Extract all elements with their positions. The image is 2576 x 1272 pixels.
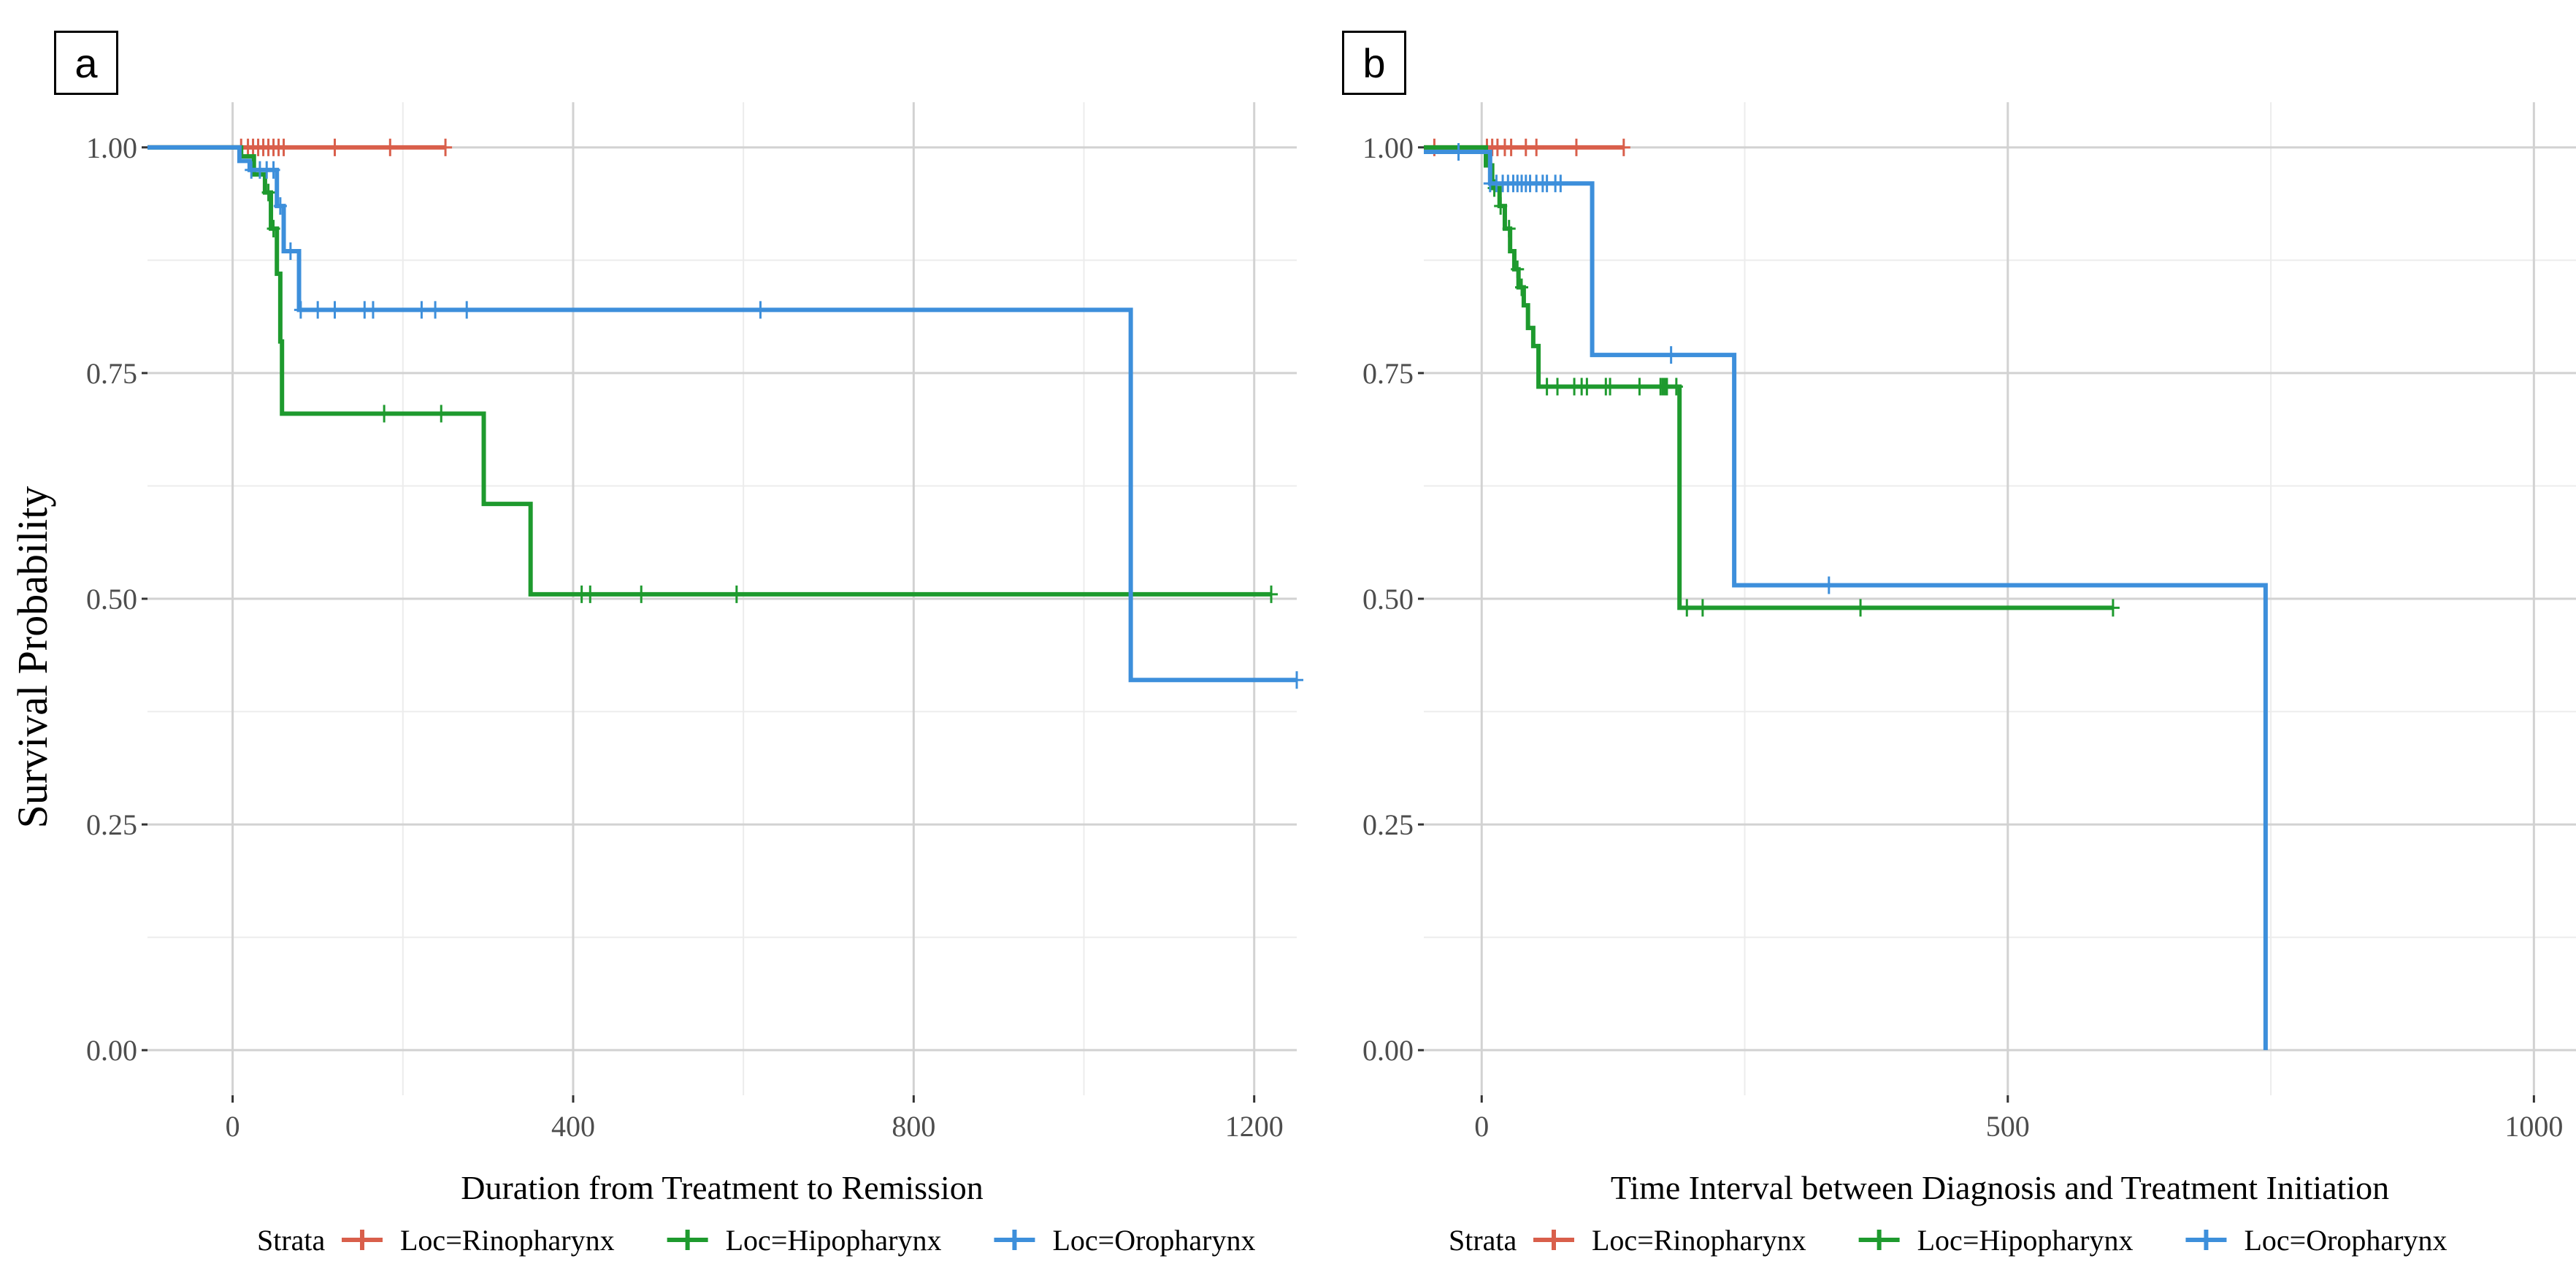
legend-key	[994, 1230, 1035, 1250]
censor-mark	[1664, 346, 1678, 364]
y-tick-label: 1.00	[86, 131, 137, 164]
legend-item-label: Loc=Hipopharynx	[726, 1224, 942, 1257]
censor-mark	[1511, 260, 1525, 278]
y-tick-label: 0.25	[86, 808, 137, 841]
x-tick-label: 0	[1474, 1110, 1489, 1143]
censor-mark	[635, 585, 648, 603]
survival-curve	[147, 145, 1272, 597]
censor-mark	[2106, 599, 2120, 617]
legend-item-label: Loc=Hipopharynx	[1917, 1224, 2134, 1257]
survival-curve	[1424, 150, 2268, 1051]
censor-mark	[377, 405, 391, 423]
censor-mark	[328, 301, 342, 319]
panel-label-a: a	[54, 31, 118, 95]
censor-mark	[1554, 175, 1568, 193]
censor-mark	[1515, 278, 1529, 296]
panel-label-b: b	[1342, 31, 1406, 95]
y-tick-label: 0.75	[1362, 357, 1414, 390]
major-grid: 0 400 800 1200 0.00 0.25 0.50 0.75 1.00	[86, 102, 1297, 1143]
panel-a-chart: 0 400 800 1200 0.00 0.25 0.50 0.75 1.00 Duration …	[86, 102, 1303, 1257]
y-tick-label: 0.00	[1362, 1034, 1414, 1067]
censor-mark	[1680, 599, 1694, 617]
censor-mark	[429, 301, 442, 319]
censor-mark	[415, 301, 429, 319]
censor-mark	[1617, 138, 1630, 156]
censor-mark	[1695, 599, 1709, 617]
legend-title: Strata	[1449, 1224, 1517, 1257]
legend-key	[1533, 1230, 1574, 1250]
series-oropharynx	[147, 145, 1303, 689]
censor-mark	[1551, 378, 1565, 396]
censor-mark	[1633, 378, 1647, 396]
censor-mark	[1822, 576, 1836, 594]
x-tick-label: 1000	[2504, 1110, 2563, 1143]
y-tick-label: 1.00	[1362, 131, 1414, 164]
censor-mark	[460, 301, 474, 319]
legend-key	[342, 1230, 383, 1250]
y-tick-label: 0.50	[86, 583, 137, 616]
legend-title: Strata	[257, 1224, 326, 1257]
censor-mark	[1265, 585, 1279, 603]
censor-mark	[1603, 378, 1617, 396]
censor-mark	[328, 138, 342, 156]
censor-mark	[1502, 220, 1516, 238]
legend-item-label: Loc=Rinopharynx	[400, 1224, 615, 1257]
y-tick-label: 0.50	[1362, 583, 1414, 616]
censor-mark	[267, 161, 280, 179]
censor-mark	[1530, 138, 1544, 156]
x-tick-label: 400	[551, 1110, 595, 1143]
x-axis-title: Duration from Treatment to Remission	[461, 1169, 984, 1206]
censor-mark	[439, 138, 453, 156]
legend-item-label: Loc=Rinopharynx	[1592, 1224, 1806, 1257]
censor-mark	[1452, 143, 1465, 161]
legend-item-label: Loc=Oropharynx	[2244, 1224, 2447, 1257]
censor-mark	[366, 301, 380, 319]
y-tick-label: 0.25	[1362, 808, 1414, 841]
censor-mark	[311, 301, 325, 319]
censor-mark	[1669, 378, 1683, 396]
censor-mark	[267, 220, 280, 238]
censor-mark	[1494, 197, 1508, 215]
legend-item-label: Loc=Oropharynx	[1052, 1224, 1255, 1257]
panel-b-chart: 0 500 1000 0.00 0.25 0.50 0.75 1.00 Time Interva…	[1362, 102, 2576, 1257]
legend: Strata Loc=Rinopharynx Loc=Hipopharynx Loc=…	[257, 1224, 1255, 1257]
censor-mark	[1290, 671, 1303, 689]
censor-mark	[261, 183, 275, 202]
censor-mark	[1569, 138, 1583, 156]
y-tick-label: 0.00	[86, 1034, 137, 1067]
legend-key	[1858, 1230, 1900, 1250]
x-tick-label: 1200	[1225, 1110, 1284, 1143]
y-axis-title: Survival Probability	[9, 486, 56, 829]
censor-mark	[283, 242, 297, 260]
x-tick-label: 800	[892, 1110, 935, 1143]
censor-mark	[277, 138, 291, 156]
y-tick-label: 0.75	[86, 357, 137, 390]
censor-mark	[434, 405, 448, 423]
censor-mark	[1854, 599, 1868, 617]
survival-curve	[1424, 145, 2113, 610]
series-hipopharynx	[147, 145, 1279, 603]
censor-mark	[273, 197, 287, 215]
legend: Strata Loc=Rinopharynx Loc=Hipopharynx Loc=…	[1449, 1224, 2447, 1257]
censor-mark	[383, 138, 397, 156]
censor-mark	[583, 585, 597, 603]
series-hipopharynx	[1424, 145, 2120, 617]
series-oropharynx	[1424, 143, 2268, 1051]
x-tick-label: 0	[226, 1110, 240, 1143]
legend-key	[2185, 1230, 2227, 1250]
x-tick-label: 500	[1986, 1110, 2030, 1143]
censor-mark	[729, 585, 743, 603]
legend-key	[667, 1230, 708, 1250]
censor-mark	[294, 301, 307, 319]
censor-mark	[1580, 378, 1594, 396]
censor-mark	[1504, 138, 1518, 156]
censor-mark	[754, 301, 767, 319]
major-grid: 0 500 1000 0.00 0.25 0.50 0.75 1.00	[1362, 102, 2576, 1143]
x-axis-title: Time Interval between Diagnosis and Trea…	[1611, 1169, 2389, 1206]
